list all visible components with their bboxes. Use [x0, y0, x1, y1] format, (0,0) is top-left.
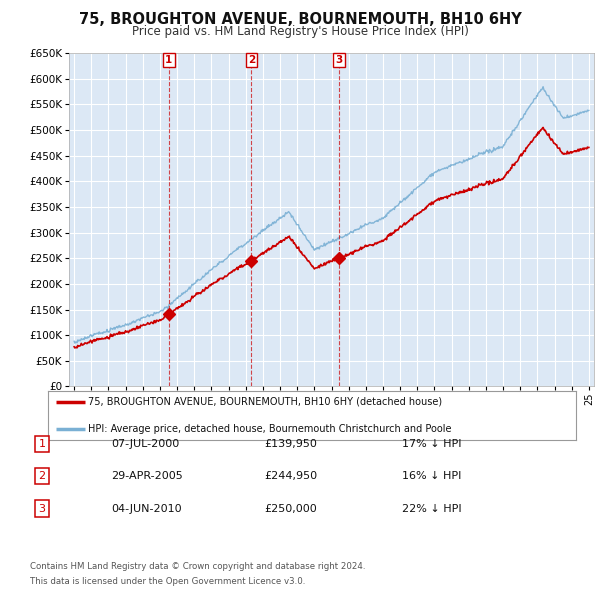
- Text: £139,950: £139,950: [264, 439, 317, 448]
- Text: 2: 2: [248, 55, 255, 65]
- Text: 16% ↓ HPI: 16% ↓ HPI: [402, 471, 461, 481]
- Text: 17% ↓ HPI: 17% ↓ HPI: [402, 439, 461, 448]
- Text: 75, BROUGHTON AVENUE, BOURNEMOUTH, BH10 6HY: 75, BROUGHTON AVENUE, BOURNEMOUTH, BH10 …: [79, 12, 521, 27]
- Text: HPI: Average price, detached house, Bournemouth Christchurch and Poole: HPI: Average price, detached house, Bour…: [88, 424, 451, 434]
- Text: Contains HM Land Registry data © Crown copyright and database right 2024.: Contains HM Land Registry data © Crown c…: [30, 562, 365, 571]
- Text: 07-JUL-2000: 07-JUL-2000: [111, 439, 179, 448]
- Text: 22% ↓ HPI: 22% ↓ HPI: [402, 504, 461, 513]
- Text: £250,000: £250,000: [264, 504, 317, 513]
- Text: 1: 1: [165, 55, 172, 65]
- Text: Price paid vs. HM Land Registry's House Price Index (HPI): Price paid vs. HM Land Registry's House …: [131, 25, 469, 38]
- Text: 3: 3: [38, 504, 46, 513]
- Text: 3: 3: [335, 55, 343, 65]
- Text: 29-APR-2005: 29-APR-2005: [111, 471, 183, 481]
- Text: 75, BROUGHTON AVENUE, BOURNEMOUTH, BH10 6HY (detached house): 75, BROUGHTON AVENUE, BOURNEMOUTH, BH10 …: [88, 397, 442, 407]
- Text: £244,950: £244,950: [264, 471, 317, 481]
- Text: 04-JUN-2010: 04-JUN-2010: [111, 504, 182, 513]
- Text: 1: 1: [38, 439, 46, 448]
- Text: This data is licensed under the Open Government Licence v3.0.: This data is licensed under the Open Gov…: [30, 577, 305, 586]
- Text: 2: 2: [38, 471, 46, 481]
